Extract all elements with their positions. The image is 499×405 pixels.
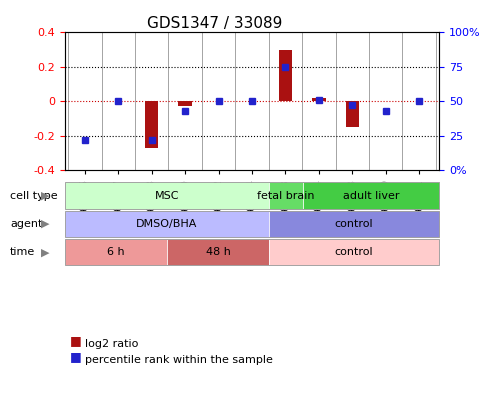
Text: ■: ■	[70, 334, 82, 347]
Text: cell type: cell type	[10, 190, 57, 200]
Text: GDS1347 / 33089: GDS1347 / 33089	[147, 16, 282, 31]
Text: control: control	[335, 219, 373, 229]
Text: 48 h: 48 h	[206, 247, 231, 257]
Bar	[345, 101, 359, 127]
Text: ▶: ▶	[40, 219, 49, 229]
Text: control: control	[335, 247, 373, 257]
Text: ■: ■	[70, 350, 82, 363]
Text: fetal brain: fetal brain	[257, 190, 315, 200]
Text: agent: agent	[10, 219, 42, 229]
Bar	[312, 98, 325, 101]
Text: DMSO/BHA: DMSO/BHA	[136, 219, 198, 229]
Bar	[179, 101, 192, 107]
Text: log2 ratio: log2 ratio	[85, 339, 138, 349]
Text: percentile rank within the sample: percentile rank within the sample	[85, 356, 273, 365]
Bar	[145, 101, 159, 148]
Text: time: time	[10, 247, 35, 257]
Bar	[279, 49, 292, 101]
Text: MSC: MSC	[155, 190, 179, 200]
Text: 6 h: 6 h	[107, 247, 125, 257]
Text: adult liver: adult liver	[343, 190, 399, 200]
Text: ▶: ▶	[40, 247, 49, 257]
Text: ▶: ▶	[40, 190, 49, 200]
